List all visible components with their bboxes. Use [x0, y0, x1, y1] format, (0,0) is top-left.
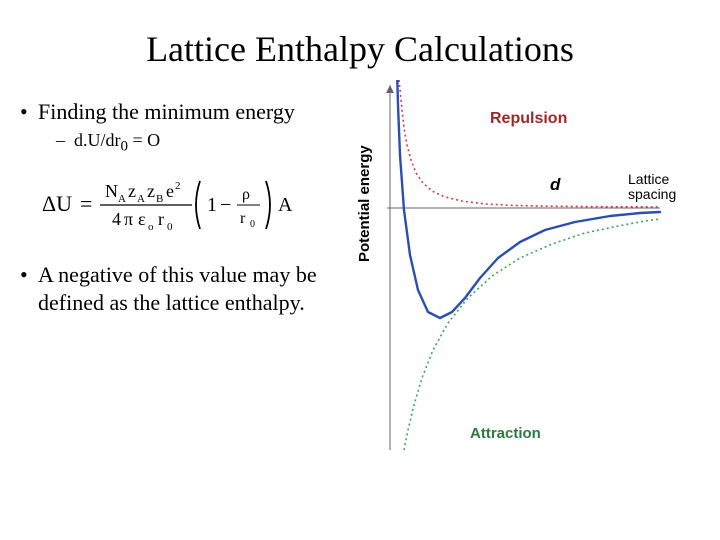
den-epssub: o [148, 221, 154, 233]
num-e: e [166, 181, 174, 201]
paren-minus: − [220, 194, 231, 216]
deriv-tail: = O [128, 130, 160, 150]
paren-rho: ρ [242, 186, 250, 203]
attraction-label: Attraction [470, 425, 541, 442]
formula-svg: ΔU = N A z A z B e [42, 173, 312, 237]
lattice-spacing-label: Lattice spacing [628, 172, 688, 203]
formula-fraction: N A z A z B e 2 4 π ε [100, 180, 192, 233]
content-row: • Finding the minimum energy – d.U/dr0 =… [0, 80, 720, 460]
bullet-dot: • [20, 261, 38, 316]
bullet-sub-text: d.U/dr0 = O [74, 130, 160, 156]
bullet-dash: – [56, 130, 74, 156]
den-eps: ε [138, 209, 146, 229]
formula-eq: = [80, 191, 92, 216]
paren-rsub: 0 [250, 219, 255, 230]
bullet-dot: • [20, 98, 38, 126]
formula-lhs: ΔU [42, 191, 72, 216]
num-zAsub: A [137, 193, 145, 205]
num-N: N [105, 181, 118, 201]
den-pi: π [124, 209, 133, 229]
deriv-main: d.U/dr [74, 130, 121, 150]
num-Asub: A [118, 193, 126, 205]
y-axis-label: Potential energy [356, 145, 373, 262]
page-title: Lattice Enthalpy Calculations [0, 0, 720, 80]
potential-energy-chart [360, 80, 690, 460]
den-r: r [158, 209, 164, 229]
deriv-sub: 0 [121, 138, 129, 154]
paren-one: 1 [207, 194, 217, 216]
bullet-text: A negative of this value may be defined … [38, 261, 360, 316]
bullet-derivative: – d.U/dr0 = O [56, 130, 360, 156]
right-column: Potential energy Repulsion d Lattice spa… [360, 80, 690, 460]
d-label: d [550, 175, 560, 195]
num-zBsub: B [156, 193, 163, 205]
formula-paren-group: 1 − ρ r 0 A [196, 181, 293, 230]
bullet-text: Finding the minimum energy [38, 98, 295, 126]
den-rsub: 0 [167, 221, 173, 233]
repulsion-label: Repulsion [490, 110, 567, 128]
bullet-finding-minimum: • Finding the minimum energy [20, 98, 360, 126]
left-column: • Finding the minimum energy – d.U/dr0 =… [20, 80, 360, 460]
formula-trail: A [278, 194, 293, 216]
bullet-negative-value: • A negative of this value may be define… [20, 261, 360, 316]
num-zB: z [147, 181, 155, 201]
paren-r: r [240, 210, 246, 227]
den-4: 4 [112, 209, 121, 229]
formula: ΔU = N A z A z B e [42, 173, 360, 237]
num-zA: z [128, 181, 136, 201]
num-esup: 2 [175, 180, 181, 192]
